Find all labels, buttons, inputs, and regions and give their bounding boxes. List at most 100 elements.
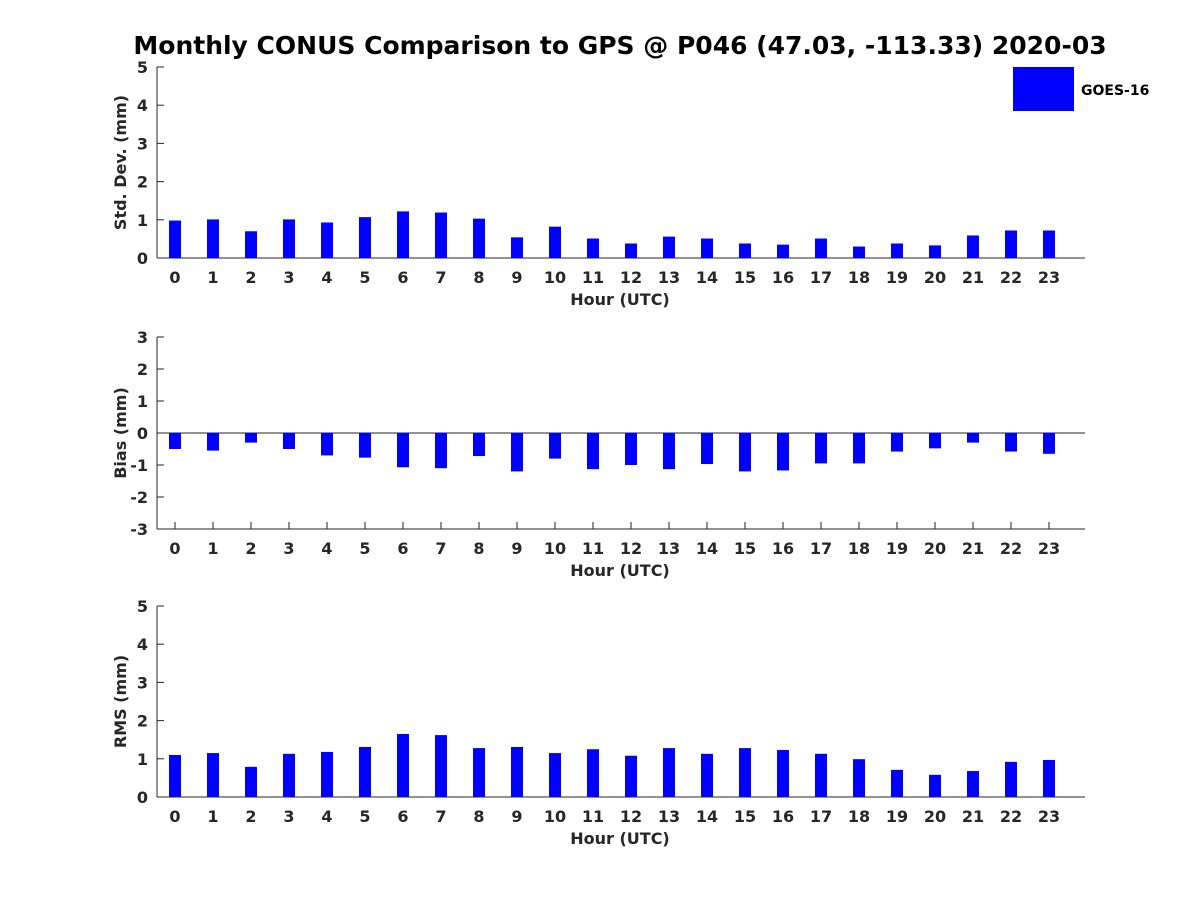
x-tick-label: 0 bbox=[169, 268, 180, 287]
x-tick-label: 6 bbox=[397, 807, 408, 826]
bar bbox=[359, 746, 371, 797]
x-tick-label: 15 bbox=[734, 807, 756, 826]
legend: GOES-16 bbox=[1013, 67, 1149, 111]
bar bbox=[701, 238, 713, 258]
bar bbox=[549, 753, 561, 797]
x-tick-label: 17 bbox=[810, 268, 832, 287]
bar bbox=[473, 748, 485, 797]
bar bbox=[359, 433, 371, 458]
bar bbox=[435, 735, 447, 797]
bar bbox=[815, 753, 827, 797]
x-tick-label: 1 bbox=[207, 539, 218, 558]
y-tick-label: -2 bbox=[130, 488, 148, 507]
bar bbox=[663, 433, 675, 470]
bar bbox=[891, 243, 903, 258]
bar bbox=[321, 222, 333, 258]
x-tick-label: 4 bbox=[321, 268, 332, 287]
bar bbox=[511, 433, 523, 472]
bar bbox=[245, 433, 257, 443]
bar bbox=[207, 219, 219, 258]
x-tick-label: 9 bbox=[511, 268, 522, 287]
bar bbox=[397, 433, 409, 468]
y-tick-label: 1 bbox=[137, 392, 148, 411]
x-tick-label: 22 bbox=[1000, 807, 1022, 826]
x-tick-label: 14 bbox=[696, 268, 718, 287]
bar bbox=[1005, 433, 1017, 452]
y-tick-label: 3 bbox=[137, 134, 148, 153]
x-tick-label: 1 bbox=[207, 807, 218, 826]
chart-title: Monthly CONUS Comparison to GPS @ P046 (… bbox=[133, 31, 1106, 60]
bar bbox=[625, 433, 637, 465]
x-tick-label: 1 bbox=[207, 268, 218, 287]
y-tick-label: 1 bbox=[137, 211, 148, 230]
x-tick-label: 6 bbox=[397, 539, 408, 558]
bar bbox=[245, 231, 257, 258]
x-tick-label: 20 bbox=[924, 807, 946, 826]
bar bbox=[967, 235, 979, 258]
x-tick-label: 2 bbox=[245, 807, 256, 826]
bar bbox=[663, 748, 675, 797]
x-tick-label: 4 bbox=[321, 807, 332, 826]
y-axis-label: RMS (mm) bbox=[111, 655, 130, 748]
y-tick-label: 2 bbox=[137, 173, 148, 192]
y-tick-label: 5 bbox=[137, 58, 148, 77]
x-tick-label: 18 bbox=[848, 807, 870, 826]
bar bbox=[321, 751, 333, 797]
bar bbox=[169, 754, 181, 797]
x-tick-label: 20 bbox=[924, 268, 946, 287]
x-tick-label: 7 bbox=[435, 539, 446, 558]
x-tick-label: 23 bbox=[1038, 807, 1060, 826]
x-tick-label: 17 bbox=[810, 807, 832, 826]
x-tick-label: 17 bbox=[810, 539, 832, 558]
x-tick-label: 14 bbox=[696, 807, 718, 826]
x-tick-label: 8 bbox=[473, 807, 484, 826]
x-tick-label: 0 bbox=[169, 807, 180, 826]
bar bbox=[853, 246, 865, 258]
bar bbox=[169, 433, 181, 449]
bar bbox=[511, 746, 523, 797]
bar bbox=[1005, 230, 1017, 258]
bar bbox=[891, 433, 903, 452]
bar bbox=[815, 433, 827, 464]
x-tick-label: 7 bbox=[435, 268, 446, 287]
bar bbox=[549, 433, 561, 459]
bar bbox=[739, 748, 751, 797]
bar bbox=[207, 753, 219, 797]
y-tick-label: 3 bbox=[137, 328, 148, 347]
x-tick-label: 18 bbox=[848, 539, 870, 558]
bar bbox=[739, 243, 751, 258]
bar bbox=[169, 220, 181, 258]
x-tick-label: 8 bbox=[473, 539, 484, 558]
x-tick-label: 18 bbox=[848, 268, 870, 287]
bar bbox=[473, 218, 485, 258]
x-tick-label: 12 bbox=[620, 807, 642, 826]
x-tick-label: 7 bbox=[435, 807, 446, 826]
bar bbox=[1043, 433, 1055, 454]
y-tick-label: 4 bbox=[137, 96, 148, 115]
bar bbox=[587, 433, 599, 470]
x-tick-label: 9 bbox=[511, 807, 522, 826]
bar bbox=[283, 219, 295, 258]
x-tick-label: 14 bbox=[696, 539, 718, 558]
bar bbox=[549, 226, 561, 258]
x-tick-label: 16 bbox=[772, 268, 794, 287]
y-tick-label: 3 bbox=[137, 673, 148, 692]
bar bbox=[663, 236, 675, 258]
bar bbox=[1043, 230, 1055, 258]
bar bbox=[625, 755, 637, 797]
x-tick-label: 21 bbox=[962, 539, 984, 558]
bar bbox=[1005, 761, 1017, 797]
y-axis-label: Std. Dev. (mm) bbox=[111, 95, 130, 230]
y-tick-label: 2 bbox=[137, 712, 148, 731]
bar bbox=[853, 433, 865, 464]
bar bbox=[967, 433, 979, 443]
x-tick-label: 23 bbox=[1038, 268, 1060, 287]
y-tick-label: 0 bbox=[137, 788, 148, 807]
x-tick-label: 23 bbox=[1038, 539, 1060, 558]
bar bbox=[853, 759, 865, 797]
x-tick-label: 3 bbox=[283, 539, 294, 558]
x-tick-label: 3 bbox=[283, 268, 294, 287]
bar bbox=[625, 243, 637, 258]
x-tick-label: 8 bbox=[473, 268, 484, 287]
